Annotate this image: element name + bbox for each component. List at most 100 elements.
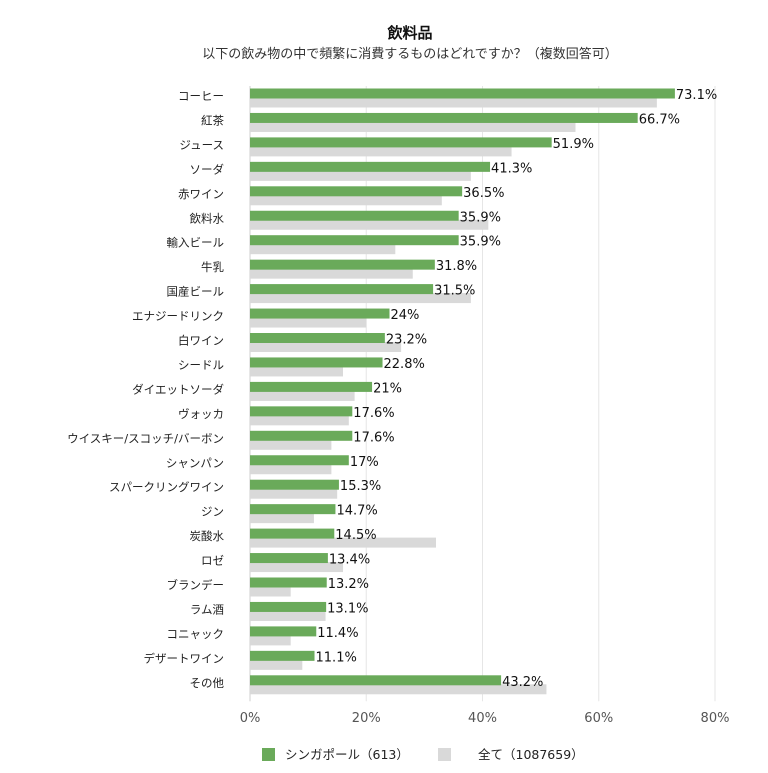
bar-all <box>250 293 471 304</box>
category-label: ロゼ <box>201 554 224 568</box>
chart-title: 飲料品 <box>386 24 432 42</box>
bar-all <box>250 170 471 181</box>
bar-all <box>250 195 442 206</box>
bar-singapore <box>250 210 459 221</box>
bar-all <box>250 146 512 157</box>
bar-all <box>250 488 338 499</box>
category-label: コーヒー <box>178 89 224 103</box>
value-label: 13.2% <box>328 577 369 592</box>
bar-singapore <box>250 308 390 319</box>
x-tick-label: 80% <box>701 711 730 726</box>
bar-all <box>250 586 291 597</box>
bar-singapore <box>250 528 335 539</box>
category-label: ジュース <box>179 138 224 152</box>
bar-all <box>250 659 303 670</box>
bar-singapore <box>250 235 459 246</box>
bar-singapore <box>250 553 328 564</box>
bar-singapore <box>250 626 317 637</box>
bar-all <box>250 121 576 132</box>
bar-all <box>250 562 343 573</box>
value-label: 36.5% <box>463 186 504 201</box>
value-label: 11.1% <box>316 650 357 665</box>
category-label: エナジードリンク <box>132 309 224 323</box>
value-label: 14.7% <box>336 504 377 519</box>
bar-all <box>250 415 349 426</box>
bar-all <box>250 610 326 621</box>
value-label: 13.4% <box>329 553 370 568</box>
x-tick-label: 0% <box>240 711 261 726</box>
bar-all <box>250 439 332 450</box>
x-tick-label: 20% <box>352 711 381 726</box>
category-label: スパークリングワイン <box>109 480 224 494</box>
category-label: 赤ワイン <box>178 187 224 201</box>
x-tick-label: 40% <box>468 711 497 726</box>
bar-all <box>250 635 291 646</box>
legend-swatch-all <box>438 748 451 761</box>
category-label: 飲料水 <box>190 211 225 225</box>
bar-all <box>250 317 367 328</box>
bar-all <box>250 464 332 475</box>
value-label: 14.5% <box>335 528 376 543</box>
bar-all <box>250 684 547 695</box>
category-label: 国産ビール <box>167 285 225 299</box>
x-tick-label: 60% <box>584 711 613 726</box>
bar-singapore <box>250 504 336 515</box>
bar-all <box>250 537 436 548</box>
value-label: 11.4% <box>317 626 358 641</box>
category-label: ヴォッカ <box>178 407 224 421</box>
x-tick-labels: 0% 20% 40% 60% 80% <box>240 711 730 726</box>
value-label: 41.3% <box>491 161 532 176</box>
bar-singapore <box>250 455 349 466</box>
category-label: ブランデー <box>167 578 225 592</box>
category-label: その他 <box>190 676 225 690</box>
bar-all <box>250 97 657 108</box>
bar-all <box>250 390 355 401</box>
bar-all <box>250 366 343 377</box>
value-label: 66.7% <box>639 112 680 127</box>
bar-singapore <box>250 650 315 661</box>
value-label: 51.9% <box>553 137 594 152</box>
category-label: ウイスキー/スコッチ/バーボン <box>67 431 224 445</box>
bar-singapore <box>250 357 383 368</box>
bar-all <box>250 219 489 230</box>
bar-all <box>250 342 402 352</box>
category-labels: コーヒー紅茶ジュースソーダ赤ワイン飲料水輸入ビール牛乳国産ビールエナジードリンク… <box>67 89 224 690</box>
category-label: 炭酸水 <box>190 529 225 543</box>
bar-singapore <box>250 186 463 197</box>
bar-singapore <box>250 381 373 392</box>
value-label: 73.1% <box>676 88 717 103</box>
category-label: シャンパン <box>166 456 224 470</box>
bar-singapore <box>250 284 434 295</box>
category-label: ソーダ <box>190 162 225 176</box>
legend: シンガポール（613） 全て（1087659） <box>262 747 584 762</box>
category-label: コニャック <box>167 627 225 641</box>
chart-subtitle: 以下の飲み物の中で頻繁に消費するものはどれですか？（複数回答可） <box>202 46 618 62</box>
category-label: ダイエットソーダ <box>132 382 224 396</box>
bar-singapore <box>250 430 353 441</box>
bar-singapore <box>250 675 502 686</box>
bar-all <box>250 268 413 279</box>
value-label: 15.3% <box>340 479 381 494</box>
value-label: 31.8% <box>436 259 477 274</box>
bar-singapore <box>250 259 435 270</box>
bar-singapore <box>250 406 353 417</box>
bar-singapore <box>250 137 552 148</box>
bar-singapore <box>250 577 327 588</box>
category-label: デザートワイン <box>144 651 225 665</box>
bar-singapore <box>250 333 385 343</box>
value-label: 17% <box>350 455 379 470</box>
category-label: 紅茶 <box>201 113 224 127</box>
legend-label-singapore: シンガポール（613） <box>285 747 409 762</box>
category-label: シードル <box>178 358 224 372</box>
category-label: ジン <box>201 505 224 519</box>
value-label: 17.6% <box>353 430 394 445</box>
value-label: 22.8% <box>384 357 425 372</box>
value-label: 43.2% <box>502 675 543 690</box>
category-label: 輸入ビール <box>167 236 225 250</box>
value-label: 17.6% <box>353 406 394 421</box>
value-label: 23.2% <box>386 333 427 348</box>
value-label: 31.5% <box>434 284 475 299</box>
bar-singapore <box>250 88 675 99</box>
category-label: 牛乳 <box>201 260 224 274</box>
